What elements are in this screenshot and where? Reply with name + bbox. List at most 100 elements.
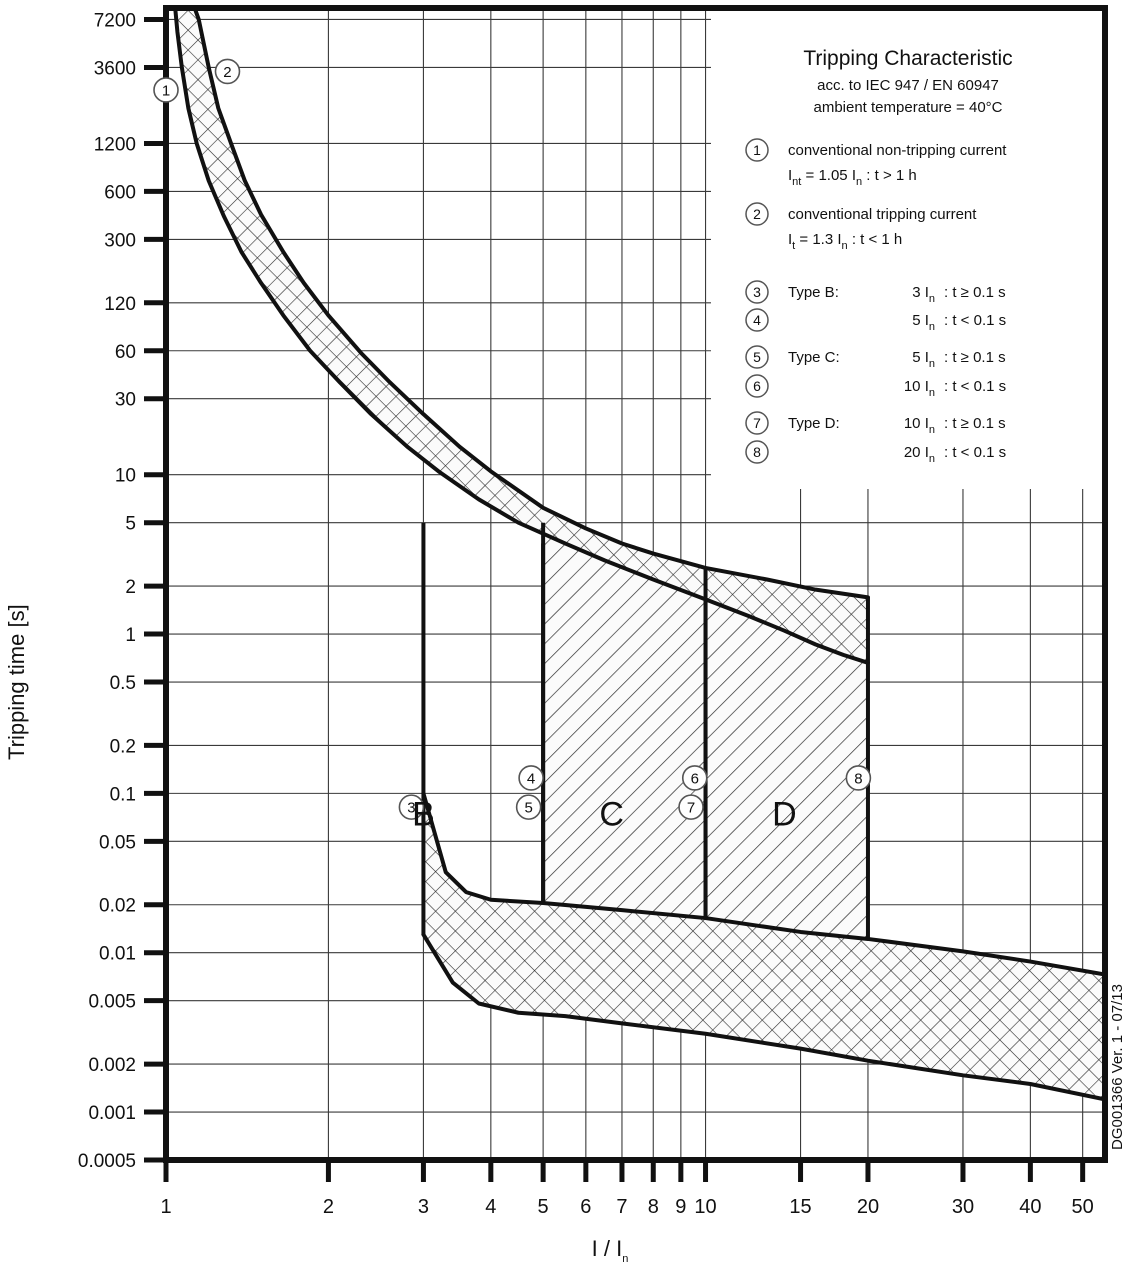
y-tick-label: 0.001 (88, 1103, 136, 1124)
y-tick-label: 0.005 (88, 992, 136, 1013)
y-tick-label: 120 (104, 294, 136, 315)
svg-text:2: 2 (223, 64, 231, 81)
x-tick-label: 1 (160, 1196, 171, 1218)
curve-magnetic-upper-boundary (421, 791, 1105, 977)
legend-condition-4: : t < 0.1 s (944, 312, 1006, 329)
legend-multiplier-4: 5 In (912, 312, 935, 333)
legend-panel (711, 8, 1105, 489)
legend-multiplier-8: 20 In (904, 444, 935, 465)
legend-condition-7: : t ≥ 0.1 s (944, 415, 1006, 432)
zone-label-B: B (412, 795, 435, 833)
x-tick-label: 10 (694, 1196, 716, 1218)
y-tick-label: 1200 (94, 134, 136, 155)
svg-text:7: 7 (753, 415, 761, 431)
curve-thermal-upper-boundary (192, 8, 870, 600)
callout-4: 4 (518, 765, 544, 791)
type-d-region (705, 599, 868, 939)
legend-multiplier-5: 5 In (912, 349, 935, 370)
svg-text:4: 4 (527, 770, 535, 787)
svg-text:3: 3 (753, 284, 761, 300)
x-tick-label: 2 (323, 1196, 334, 1218)
legend-value-2: It = 1.3 In : t < 1 h (788, 231, 902, 252)
y-tick-label: 0.5 (110, 673, 136, 694)
callout-5: 5 (515, 794, 542, 820)
zone-label-D: D (772, 795, 797, 833)
legend-marker-6: 6 (745, 374, 769, 398)
legend-label-1: conventional non-tripping current (788, 142, 1007, 159)
legend-type-3: Type B: (788, 284, 839, 301)
x-axis-title: I / In (592, 1236, 629, 1265)
callout-2: 2 (214, 58, 241, 85)
x-tick-label: 9 (675, 1196, 686, 1218)
callout-8: 8 (845, 765, 872, 791)
legend-marker-1: 1 (745, 138, 769, 162)
svg-text:8: 8 (854, 770, 862, 787)
thermal-band (175, 8, 868, 663)
y-tick-label: 0.05 (99, 832, 136, 853)
x-tick-label: 6 (580, 1196, 591, 1218)
callout-markers: 1 2 3 4 5 6 7 8 (153, 58, 872, 820)
legend-entries: 1 conventional non-tripping current Int = … (745, 138, 1007, 252)
svg-text:3: 3 (407, 800, 415, 817)
callout-7: 7 (678, 794, 704, 820)
magnetic-band (423, 793, 1105, 1100)
callout-3: 3 (398, 794, 425, 820)
y-tick-label: 0.1 (110, 784, 136, 805)
svg-text:6: 6 (753, 378, 761, 394)
svg-text:4: 4 (753, 312, 761, 328)
x-tick-label: 5 (538, 1196, 549, 1218)
curve-lines (173, 8, 1105, 1102)
type-c-region (543, 533, 706, 919)
x-tick-label: 3 (418, 1196, 429, 1218)
svg-text:2: 2 (753, 206, 761, 222)
legend-marker-2: 2 (745, 202, 769, 226)
legend-multiplier-7: 10 In (904, 415, 935, 436)
legend-marker-7: 7 (745, 411, 769, 435)
svg-text:5: 5 (753, 349, 761, 365)
svg-text:1: 1 (753, 142, 761, 158)
y-tick-label: 300 (104, 230, 136, 251)
x-tick-label: 15 (789, 1196, 811, 1218)
legend-condition-6: : t < 0.1 s (944, 378, 1006, 395)
legend-subtitle-standard: acc. to IEC 947 / EN 60947 (817, 77, 999, 94)
legend-value-1: Int = 1.05 In : t > 1 h (788, 167, 917, 188)
axes (144, 5, 1108, 1182)
x-tick-label: 40 (1019, 1196, 1041, 1218)
y-tick-label: 10 (115, 466, 136, 487)
callout-1: 1 (153, 77, 179, 103)
legend-condition-5: : t ≥ 0.1 s (944, 349, 1006, 366)
curve-bands (175, 8, 1105, 1100)
y-tick-label: 1 (125, 625, 136, 646)
svg-text:1: 1 (162, 82, 170, 99)
legend-content: Tripping Characteristic acc. to IEC 947 … (803, 47, 1012, 116)
x-tick-label: 30 (952, 1196, 974, 1218)
x-tick-label: 50 (1072, 1196, 1094, 1218)
zone-labels: B C D (412, 795, 797, 833)
zone-label-C: C (599, 795, 624, 833)
curve-magnetic-lower-boundary (421, 932, 1105, 1102)
svg-text:6: 6 (691, 770, 699, 787)
curve-thermal-lower-boundary (173, 8, 870, 665)
x-tick-label: 7 (616, 1196, 627, 1218)
x-tick-label: 20 (857, 1196, 879, 1218)
legend-title: Tripping Characteristic (803, 47, 1012, 70)
legend-marker-8: 8 (745, 440, 769, 464)
legend-subtitle-temperature: ambient temperature = 40°C (813, 99, 1002, 116)
legend-type-7: Type D: (788, 415, 840, 432)
y-axis-title: Tripping time [s] (4, 604, 29, 760)
legend-multiplier-6: 10 In (904, 378, 935, 399)
x-tick-label: 4 (485, 1196, 496, 1218)
svg-text:8: 8 (753, 444, 761, 460)
legend-marker-5: 5 (745, 345, 769, 369)
legend-condition-8: : t < 0.1 s (944, 444, 1006, 461)
y-tick-label: 60 (115, 342, 136, 363)
legend-condition-3: : t ≥ 0.1 s (944, 284, 1006, 301)
y-tick-label: 5 (125, 514, 136, 535)
figure-side-code: DG001366 Ver. 1 - 07/13 (1109, 984, 1126, 1150)
x-tick-labels: 1 2 3 4 5 6 7 8 9 10 15 20 30 40 50 (160, 1196, 1093, 1218)
svg-text:5: 5 (524, 800, 532, 817)
legend-marker-4: 4 (745, 308, 769, 332)
y-tick-label: 2 (125, 577, 136, 598)
